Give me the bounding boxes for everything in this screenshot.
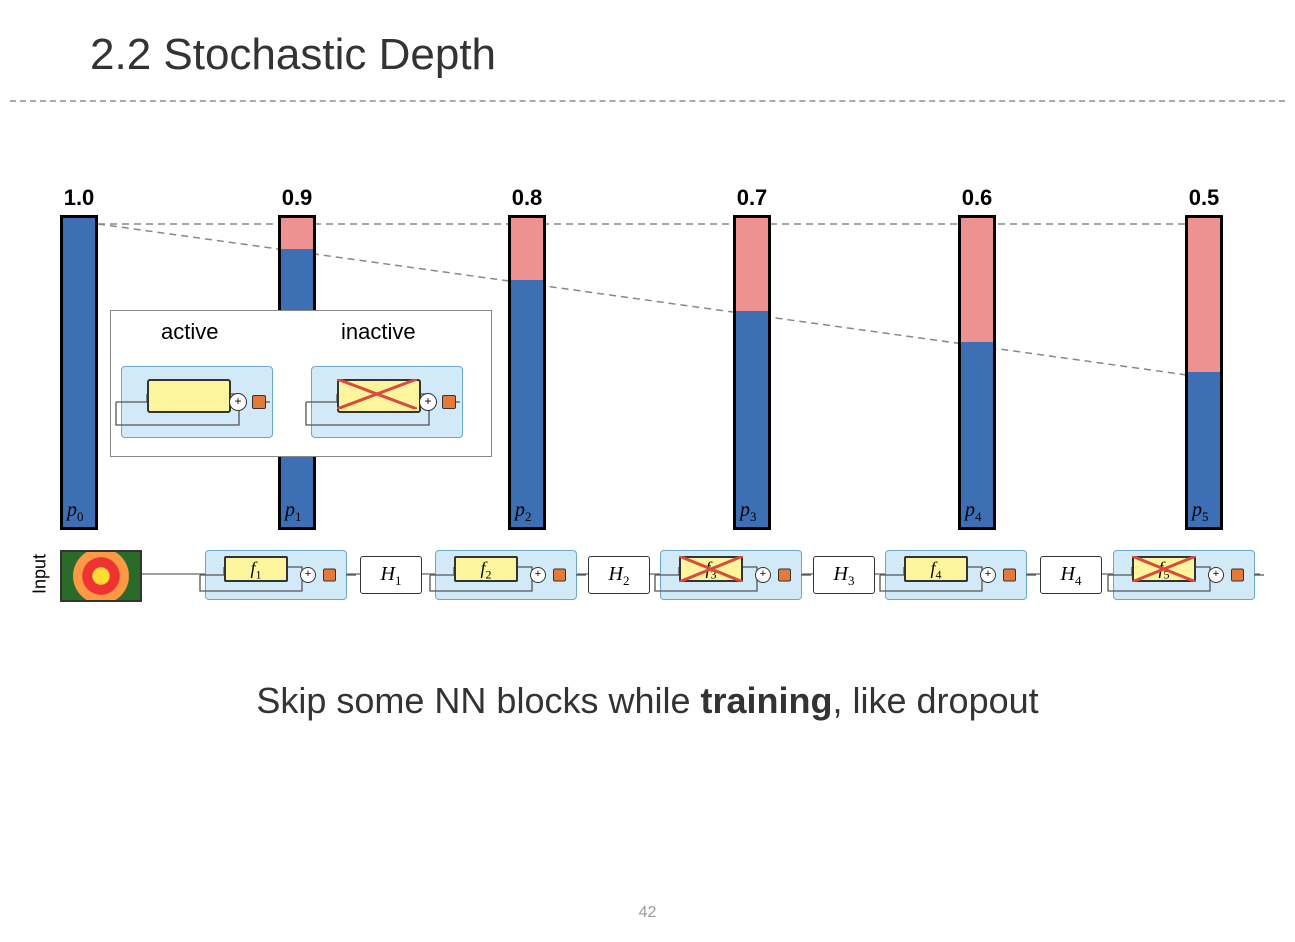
bar-p-label: p5 <box>1192 499 1209 525</box>
output-h-box: H2 <box>588 556 650 594</box>
legend-inactive-block: + <box>311 366 463 438</box>
bar-value-label: 0.5 <box>1165 185 1243 211</box>
slide-number: 42 <box>0 904 1295 922</box>
pipeline-row: Input f1 + f2 + f3 + f4 + f5 + H1 H2 H3 H4 <box>30 544 1265 604</box>
output-h-box: H3 <box>813 556 875 594</box>
bar-drop-segment <box>961 218 993 342</box>
bar-p-label: p2 <box>515 499 532 525</box>
add-icon: + <box>980 567 996 583</box>
bar-body: p0 <box>60 215 98 530</box>
survival-bar: 0.7p3 <box>733 215 771 530</box>
survival-bar: 0.6p4 <box>958 215 996 530</box>
input-image <box>60 550 142 602</box>
residual-block: f5 + <box>1113 550 1255 600</box>
bar-body: p4 <box>958 215 996 530</box>
bar-value-label: 0.8 <box>488 185 566 211</box>
bar-value-label: 0.6 <box>938 185 1016 211</box>
bar-survive-segment <box>63 218 95 527</box>
relu-icon <box>778 569 791 582</box>
function-box: f4 <box>904 556 968 582</box>
bar-drop-segment <box>1188 218 1220 372</box>
survival-bar: 0.8p2 <box>508 215 546 530</box>
residual-block: f2 + <box>435 550 577 600</box>
residual-block: f3 + <box>660 550 802 600</box>
caption-pre: Skip some NN blocks while <box>256 680 700 721</box>
caption: Skip some NN blocks while training, like… <box>0 680 1295 722</box>
relu-icon <box>553 569 566 582</box>
function-box: f1 <box>224 556 288 582</box>
bar-drop-segment <box>736 218 768 311</box>
output-h-box: H1 <box>360 556 422 594</box>
bar-survive-segment <box>511 280 543 527</box>
add-icon: + <box>1208 567 1224 583</box>
title-divider <box>10 100 1285 102</box>
bar-value-label: 0.7 <box>713 185 791 211</box>
bar-value-label: 1.0 <box>40 185 118 211</box>
bar-body: p5 <box>1185 215 1223 530</box>
legend-active-block: + <box>121 366 273 438</box>
caption-post: , like dropout <box>833 680 1039 721</box>
residual-block: f1 + <box>205 550 347 600</box>
add-icon: + <box>530 567 546 583</box>
residual-block: f4 + <box>885 550 1027 600</box>
bar-drop-segment <box>281 218 313 249</box>
survival-bar: 1.0p0 <box>60 215 98 530</box>
caption-bold: training <box>701 680 833 721</box>
bar-value-label: 0.9 <box>258 185 336 211</box>
relu-icon <box>1003 569 1016 582</box>
relu-icon <box>323 569 336 582</box>
function-box: f2 <box>454 556 518 582</box>
function-box: f3 <box>679 556 743 582</box>
bar-survive-segment <box>736 311 768 527</box>
legend-inactive-label: inactive <box>341 319 416 345</box>
slide-title: 2.2 Stochastic Depth <box>90 30 496 80</box>
output-h-box: H4 <box>1040 556 1102 594</box>
bar-p-label: p3 <box>740 499 757 525</box>
input-label: Input <box>30 554 51 594</box>
diagram-area: 1.0p00.9p10.8p20.7p30.6p40.5p5 active in… <box>30 180 1265 620</box>
function-box: f5 <box>1132 556 1196 582</box>
bar-body: p2 <box>508 215 546 530</box>
bar-p-label: p0 <box>67 499 84 525</box>
add-icon: + <box>755 567 771 583</box>
bar-body: p3 <box>733 215 771 530</box>
add-icon: + <box>300 567 316 583</box>
bar-p-label: p4 <box>965 499 982 525</box>
legend-box: active inactive + <box>110 310 492 457</box>
relu-icon <box>1231 569 1244 582</box>
legend-active-label: active <box>161 319 218 345</box>
bar-p-label: p1 <box>285 499 302 525</box>
bar-drop-segment <box>511 218 543 280</box>
survival-bar: 0.5p5 <box>1185 215 1223 530</box>
